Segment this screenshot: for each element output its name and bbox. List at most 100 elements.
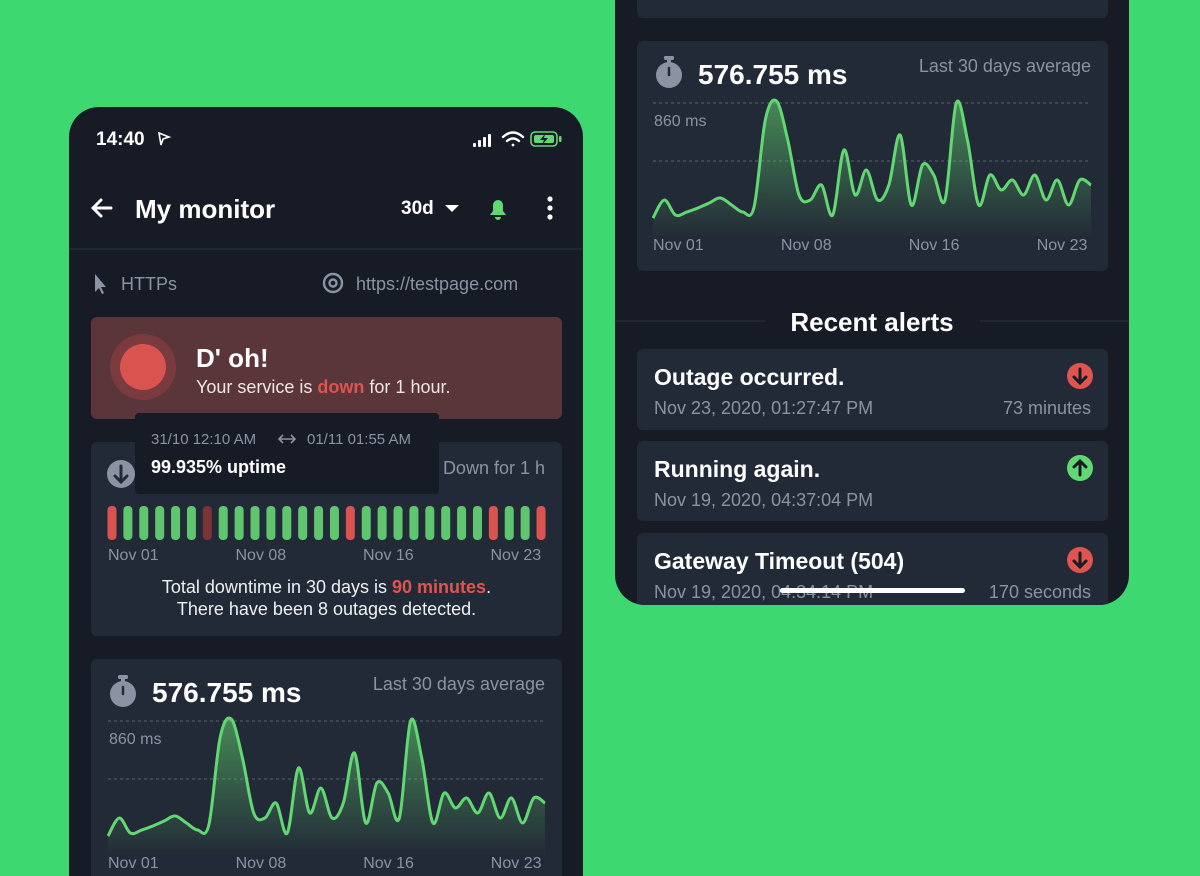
uptime-bar bbox=[425, 506, 435, 540]
right-graphics: 860 ms Nov 01 Nov 08 Nov 16 Nov 23 bbox=[615, 56, 1129, 573]
uptime-x-label: Nov 16 bbox=[363, 547, 414, 564]
protocol: HTTPs bbox=[121, 274, 177, 294]
uptime-bar bbox=[298, 506, 308, 540]
x-tick-label: Nov 16 bbox=[363, 855, 414, 872]
alert-title: Outage occurred. bbox=[654, 364, 845, 390]
uptime-x-label: Nov 01 bbox=[108, 547, 159, 564]
uptime-bar bbox=[234, 506, 244, 540]
status-dot bbox=[120, 344, 166, 390]
uptime-bar bbox=[171, 506, 181, 540]
stopwatch-icon bbox=[656, 56, 682, 88]
uptime-bar bbox=[186, 506, 196, 540]
home-indicator bbox=[780, 588, 965, 593]
alert-status-arrow bbox=[1072, 458, 1088, 477]
uptime-bar bbox=[139, 506, 149, 540]
x-tick-label: Nov 16 bbox=[909, 237, 960, 254]
uptime-bar bbox=[314, 506, 324, 540]
location-icon bbox=[157, 131, 172, 146]
uptime-bar bbox=[123, 506, 133, 540]
uptime-bar bbox=[441, 506, 451, 540]
uptime-bar bbox=[472, 506, 482, 540]
uptime-bar bbox=[377, 506, 387, 540]
status-text-after: for 1 hour. bbox=[369, 377, 451, 397]
alert-time: Nov 19, 2020, 04:34:14 PM bbox=[654, 582, 874, 602]
uptime-bar bbox=[266, 506, 276, 540]
alert-title: Gateway Timeout (504) bbox=[654, 548, 905, 574]
screen-title: My monitor bbox=[135, 194, 276, 224]
alert-card[interactable] bbox=[637, 441, 1108, 521]
more-button[interactable] bbox=[547, 196, 553, 220]
signal-icon bbox=[473, 134, 491, 147]
x-tick-label: Nov 08 bbox=[236, 855, 287, 872]
down-icon-arrow bbox=[113, 464, 129, 485]
period-selector[interactable]: 30d bbox=[401, 198, 434, 219]
downtime-text: Total downtime in 30 days is 90 minutes. bbox=[91, 578, 562, 596]
cursor-icon bbox=[95, 274, 106, 294]
uptime-summary: Down for 1 h bbox=[442, 458, 545, 478]
x-tick-label: Nov 08 bbox=[781, 237, 832, 254]
status-text: Your service is down for 1 hour. bbox=[196, 378, 450, 396]
uptime-bar bbox=[361, 506, 371, 540]
uptime-x-label: Nov 08 bbox=[236, 547, 287, 564]
alert-status-arrow bbox=[1072, 367, 1088, 386]
uptime-bar bbox=[250, 506, 260, 540]
uptime-bar bbox=[155, 506, 165, 540]
wifi-icon bbox=[501, 131, 525, 147]
x-tick-label: Nov 01 bbox=[653, 237, 704, 254]
alert-status-arrow bbox=[1072, 551, 1088, 570]
tooltip-uptime: 99.935% uptime bbox=[151, 457, 287, 477]
bell-button[interactable] bbox=[490, 200, 506, 220]
uptime-bar bbox=[536, 506, 546, 540]
period-dropdown-arrow[interactable] bbox=[445, 205, 459, 212]
uptime-bar bbox=[409, 506, 419, 540]
target-icon bbox=[322, 272, 344, 294]
alert-duration: 170 seconds bbox=[988, 582, 1091, 602]
uptime-bar bbox=[202, 506, 212, 540]
battery-icon bbox=[530, 131, 562, 147]
outages-text: There have been 8 outages detected. bbox=[176, 599, 477, 619]
grid-label: 860 ms bbox=[654, 113, 706, 130]
alert-time: Nov 23, 2020, 01:27:47 PM bbox=[654, 398, 874, 418]
uptime-bar bbox=[329, 506, 339, 540]
status-text-before: Your service is bbox=[196, 377, 313, 397]
uptime-bar bbox=[345, 506, 355, 540]
url[interactable]: https://testpage.com bbox=[356, 274, 519, 294]
average-response: 576.755 ms bbox=[152, 677, 302, 708]
average-caption: Last 30 days average bbox=[918, 56, 1091, 76]
uptime-bar bbox=[520, 506, 530, 540]
area-fill bbox=[108, 718, 545, 856]
x-tick-label: Nov 23 bbox=[1037, 237, 1088, 254]
x-tick-label: Nov 23 bbox=[491, 855, 542, 872]
uptime-bar bbox=[393, 506, 403, 540]
downtime-before: Total downtime in 30 days is bbox=[161, 577, 388, 597]
alert-duration: 73 minutes bbox=[1002, 398, 1091, 418]
tooltip-range-arrow bbox=[277, 434, 297, 444]
tooltip: 31/10 12:10 AM 01/11 01:55 AM 99.935% up… bbox=[135, 413, 439, 494]
average-caption: Last 30 days average bbox=[372, 674, 545, 694]
alert-card[interactable] bbox=[637, 533, 1108, 605]
uptime-bar bbox=[504, 506, 514, 540]
status-text-highlight: down bbox=[317, 377, 365, 397]
uptime-bar bbox=[107, 506, 117, 540]
alert-title: Running again. bbox=[654, 456, 821, 482]
phone-screen: 860 ms Nov 01 Nov 08 Nov 16 Nov 23 576.755 m… bbox=[615, 0, 1129, 605]
previous-card bbox=[637, 0, 1108, 18]
x-tick-label: Nov 01 bbox=[108, 855, 159, 872]
alerts-title: Recent alerts bbox=[790, 307, 954, 337]
uptime-bar bbox=[488, 506, 498, 540]
phone-screen: 860 ms Nov 01 Nov 08 Nov 16 Nov 23 Nov 01 Nov … bbox=[69, 107, 583, 876]
response-line bbox=[106, 716, 546, 837]
alert-time: Nov 19, 2020, 04:37:04 PM bbox=[654, 490, 874, 510]
tooltip-to: 01/11 01:55 AM bbox=[307, 431, 411, 448]
tooltip-from: 31/10 12:10 AM bbox=[151, 431, 257, 448]
uptime-bar bbox=[457, 506, 467, 540]
left-graphics: 860 ms Nov 01 Nov 08 Nov 16 Nov 23 Nov 01 Nov … bbox=[69, 131, 583, 872]
average-response: 576.755 ms bbox=[698, 59, 848, 90]
area-fill bbox=[653, 100, 1091, 239]
clock: 14:40 bbox=[96, 129, 145, 150]
back-button[interactable] bbox=[91, 198, 113, 218]
grid-label: 860 ms bbox=[109, 731, 161, 748]
downtime-after: . bbox=[486, 577, 492, 597]
alert-card[interactable] bbox=[637, 349, 1108, 430]
